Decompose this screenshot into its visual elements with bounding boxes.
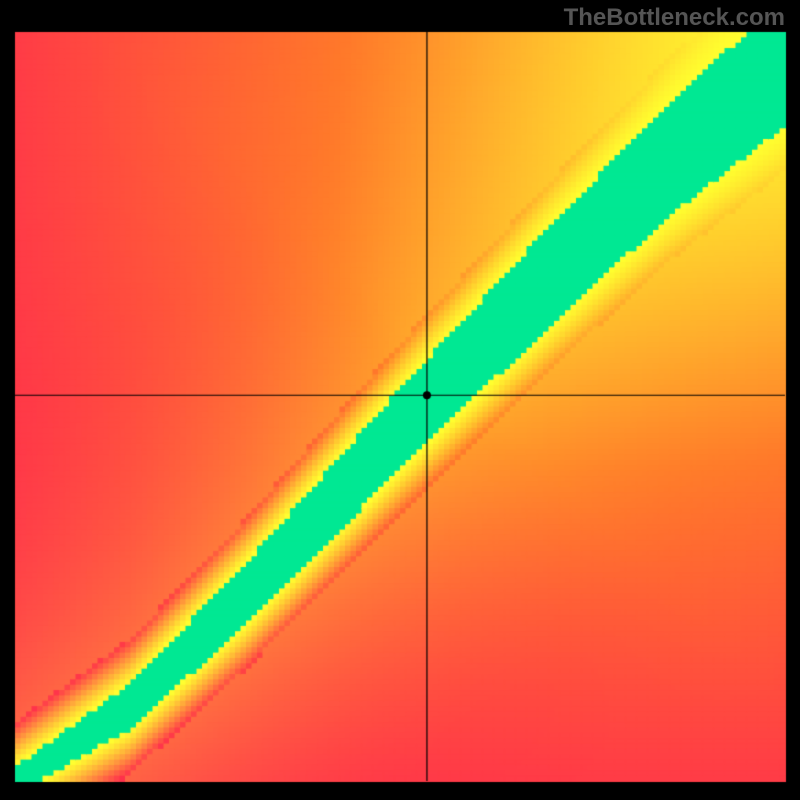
bottleneck-heatmap (0, 0, 800, 800)
watermark-text: TheBottleneck.com (564, 4, 785, 32)
chart-container: TheBottleneck.com (0, 0, 800, 800)
